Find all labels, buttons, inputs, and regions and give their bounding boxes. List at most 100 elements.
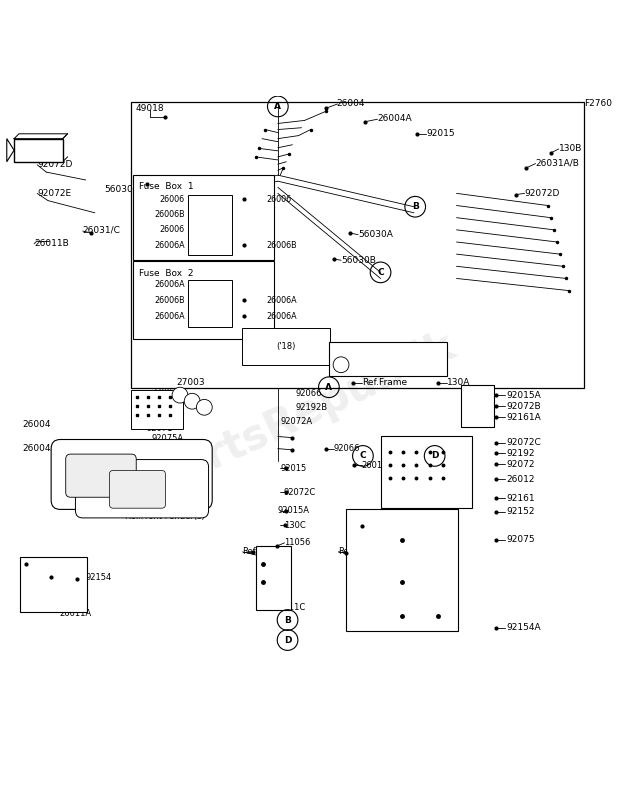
Text: Fuse  Box  1: Fuse Box 1 <box>139 182 194 191</box>
Text: 11056: 11056 <box>284 538 311 547</box>
Polygon shape <box>7 138 14 162</box>
Text: 92072D: 92072D <box>525 189 560 198</box>
Text: Ref.Frame: Ref.Frame <box>339 547 381 557</box>
Text: 27002A: 27002A <box>151 388 184 398</box>
Text: Ref.Front Fender(s): Ref.Front Fender(s) <box>125 512 205 521</box>
Text: A: A <box>274 102 281 111</box>
Text: 26011C: 26011C <box>273 603 305 612</box>
Text: 26006: 26006 <box>159 226 185 234</box>
Text: Ref.Frame: Ref.Frame <box>34 557 76 566</box>
Text: 26006B: 26006B <box>154 296 185 305</box>
Text: 26011: 26011 <box>362 461 388 470</box>
FancyBboxPatch shape <box>66 454 136 498</box>
Text: D: D <box>431 451 438 461</box>
Text: 92075: 92075 <box>506 535 535 544</box>
Text: 26031/C: 26031/C <box>83 226 121 234</box>
Text: 92161A: 92161A <box>506 413 541 422</box>
Text: Ref.Frame: Ref.Frame <box>362 378 407 387</box>
Text: 26004: 26004 <box>337 99 365 108</box>
Text: PartsRepublik: PartsRepublik <box>147 324 462 501</box>
Text: 92075A: 92075A <box>78 470 111 478</box>
FancyBboxPatch shape <box>109 470 166 508</box>
Bar <box>188 280 232 327</box>
Text: 27002: 27002 <box>142 398 168 407</box>
Text: 92161: 92161 <box>506 494 535 503</box>
Text: 27003: 27003 <box>176 378 205 387</box>
Text: 26006A: 26006A <box>266 296 297 305</box>
Text: 26006B: 26006B <box>266 241 297 250</box>
Text: 92154: 92154 <box>86 573 112 582</box>
Bar <box>461 386 494 426</box>
Text: D: D <box>284 635 291 645</box>
Circle shape <box>172 387 188 403</box>
FancyBboxPatch shape <box>51 439 212 510</box>
Text: 56030A: 56030A <box>358 230 393 239</box>
Bar <box>133 175 274 260</box>
Text: 26011B: 26011B <box>34 239 69 248</box>
Text: 92015: 92015 <box>426 130 455 138</box>
Text: 26006A: 26006A <box>154 280 185 289</box>
Bar <box>133 262 274 339</box>
Text: 92072E: 92072E <box>37 189 71 198</box>
Text: Ref.Frame: Ref.Frame <box>243 547 284 557</box>
Bar <box>14 138 62 162</box>
Text: 26006A: 26006A <box>266 312 297 321</box>
Bar <box>188 194 232 255</box>
Text: 26006A: 26006A <box>154 312 185 321</box>
Text: 130B: 130B <box>559 145 582 154</box>
Text: 92192B: 92192B <box>295 403 328 413</box>
Text: C: C <box>377 268 384 277</box>
Text: FRONT: FRONT <box>19 146 58 155</box>
Bar <box>381 437 472 508</box>
Text: 26004A: 26004A <box>378 114 412 123</box>
Text: 92192A: 92192A <box>369 522 401 530</box>
Text: 92154A: 92154A <box>506 623 541 633</box>
Text: 92072: 92072 <box>506 460 535 469</box>
Text: 26011A: 26011A <box>59 610 91 618</box>
Bar <box>256 546 291 610</box>
Text: 92015A: 92015A <box>277 506 309 515</box>
Bar <box>346 510 459 631</box>
Text: 26006: 26006 <box>159 195 185 204</box>
Text: ('18): ('18) <box>277 342 296 351</box>
Text: 92015A: 92015A <box>506 390 541 400</box>
Text: 130A: 130A <box>447 378 471 387</box>
Text: 92015: 92015 <box>281 463 307 473</box>
Text: 26006: 26006 <box>266 195 292 204</box>
Text: 92072C: 92072C <box>284 488 316 497</box>
Text: 92066: 92066 <box>334 444 360 453</box>
Bar <box>132 102 584 388</box>
FancyBboxPatch shape <box>75 459 208 518</box>
Text: 92072A: 92072A <box>281 418 312 426</box>
Text: 56030B: 56030B <box>341 256 376 265</box>
Text: 56030: 56030 <box>104 185 133 194</box>
Text: F2760: F2760 <box>584 99 612 108</box>
Circle shape <box>197 399 212 415</box>
Text: 92071: 92071 <box>146 424 173 433</box>
Bar <box>132 390 183 429</box>
Text: 92075A: 92075A <box>151 434 184 443</box>
Bar <box>329 342 447 376</box>
Text: 92192: 92192 <box>506 449 535 458</box>
Text: 92072B: 92072B <box>506 402 541 410</box>
Text: 130C: 130C <box>284 521 307 530</box>
Circle shape <box>184 394 200 409</box>
Text: 27002: 27002 <box>132 408 158 417</box>
Bar <box>20 557 87 611</box>
Text: 26012: 26012 <box>506 474 535 483</box>
Bar <box>242 328 330 365</box>
Text: C: C <box>360 451 366 461</box>
Text: 92171: 92171 <box>373 618 400 627</box>
Text: 26006B: 26006B <box>154 210 185 219</box>
Text: 26006A: 26006A <box>154 241 185 250</box>
Text: 130: 130 <box>59 573 74 582</box>
Text: 92152: 92152 <box>506 507 535 516</box>
Text: 92066: 92066 <box>295 390 322 398</box>
Text: 92072C: 92072C <box>506 438 541 447</box>
Text: B: B <box>284 615 291 625</box>
Text: A: A <box>326 382 332 392</box>
Text: 49018: 49018 <box>135 104 164 113</box>
Text: B: B <box>412 202 418 211</box>
Text: Fuse  Box  2: Fuse Box 2 <box>139 269 194 278</box>
Text: 26004A: 26004A <box>22 444 57 453</box>
